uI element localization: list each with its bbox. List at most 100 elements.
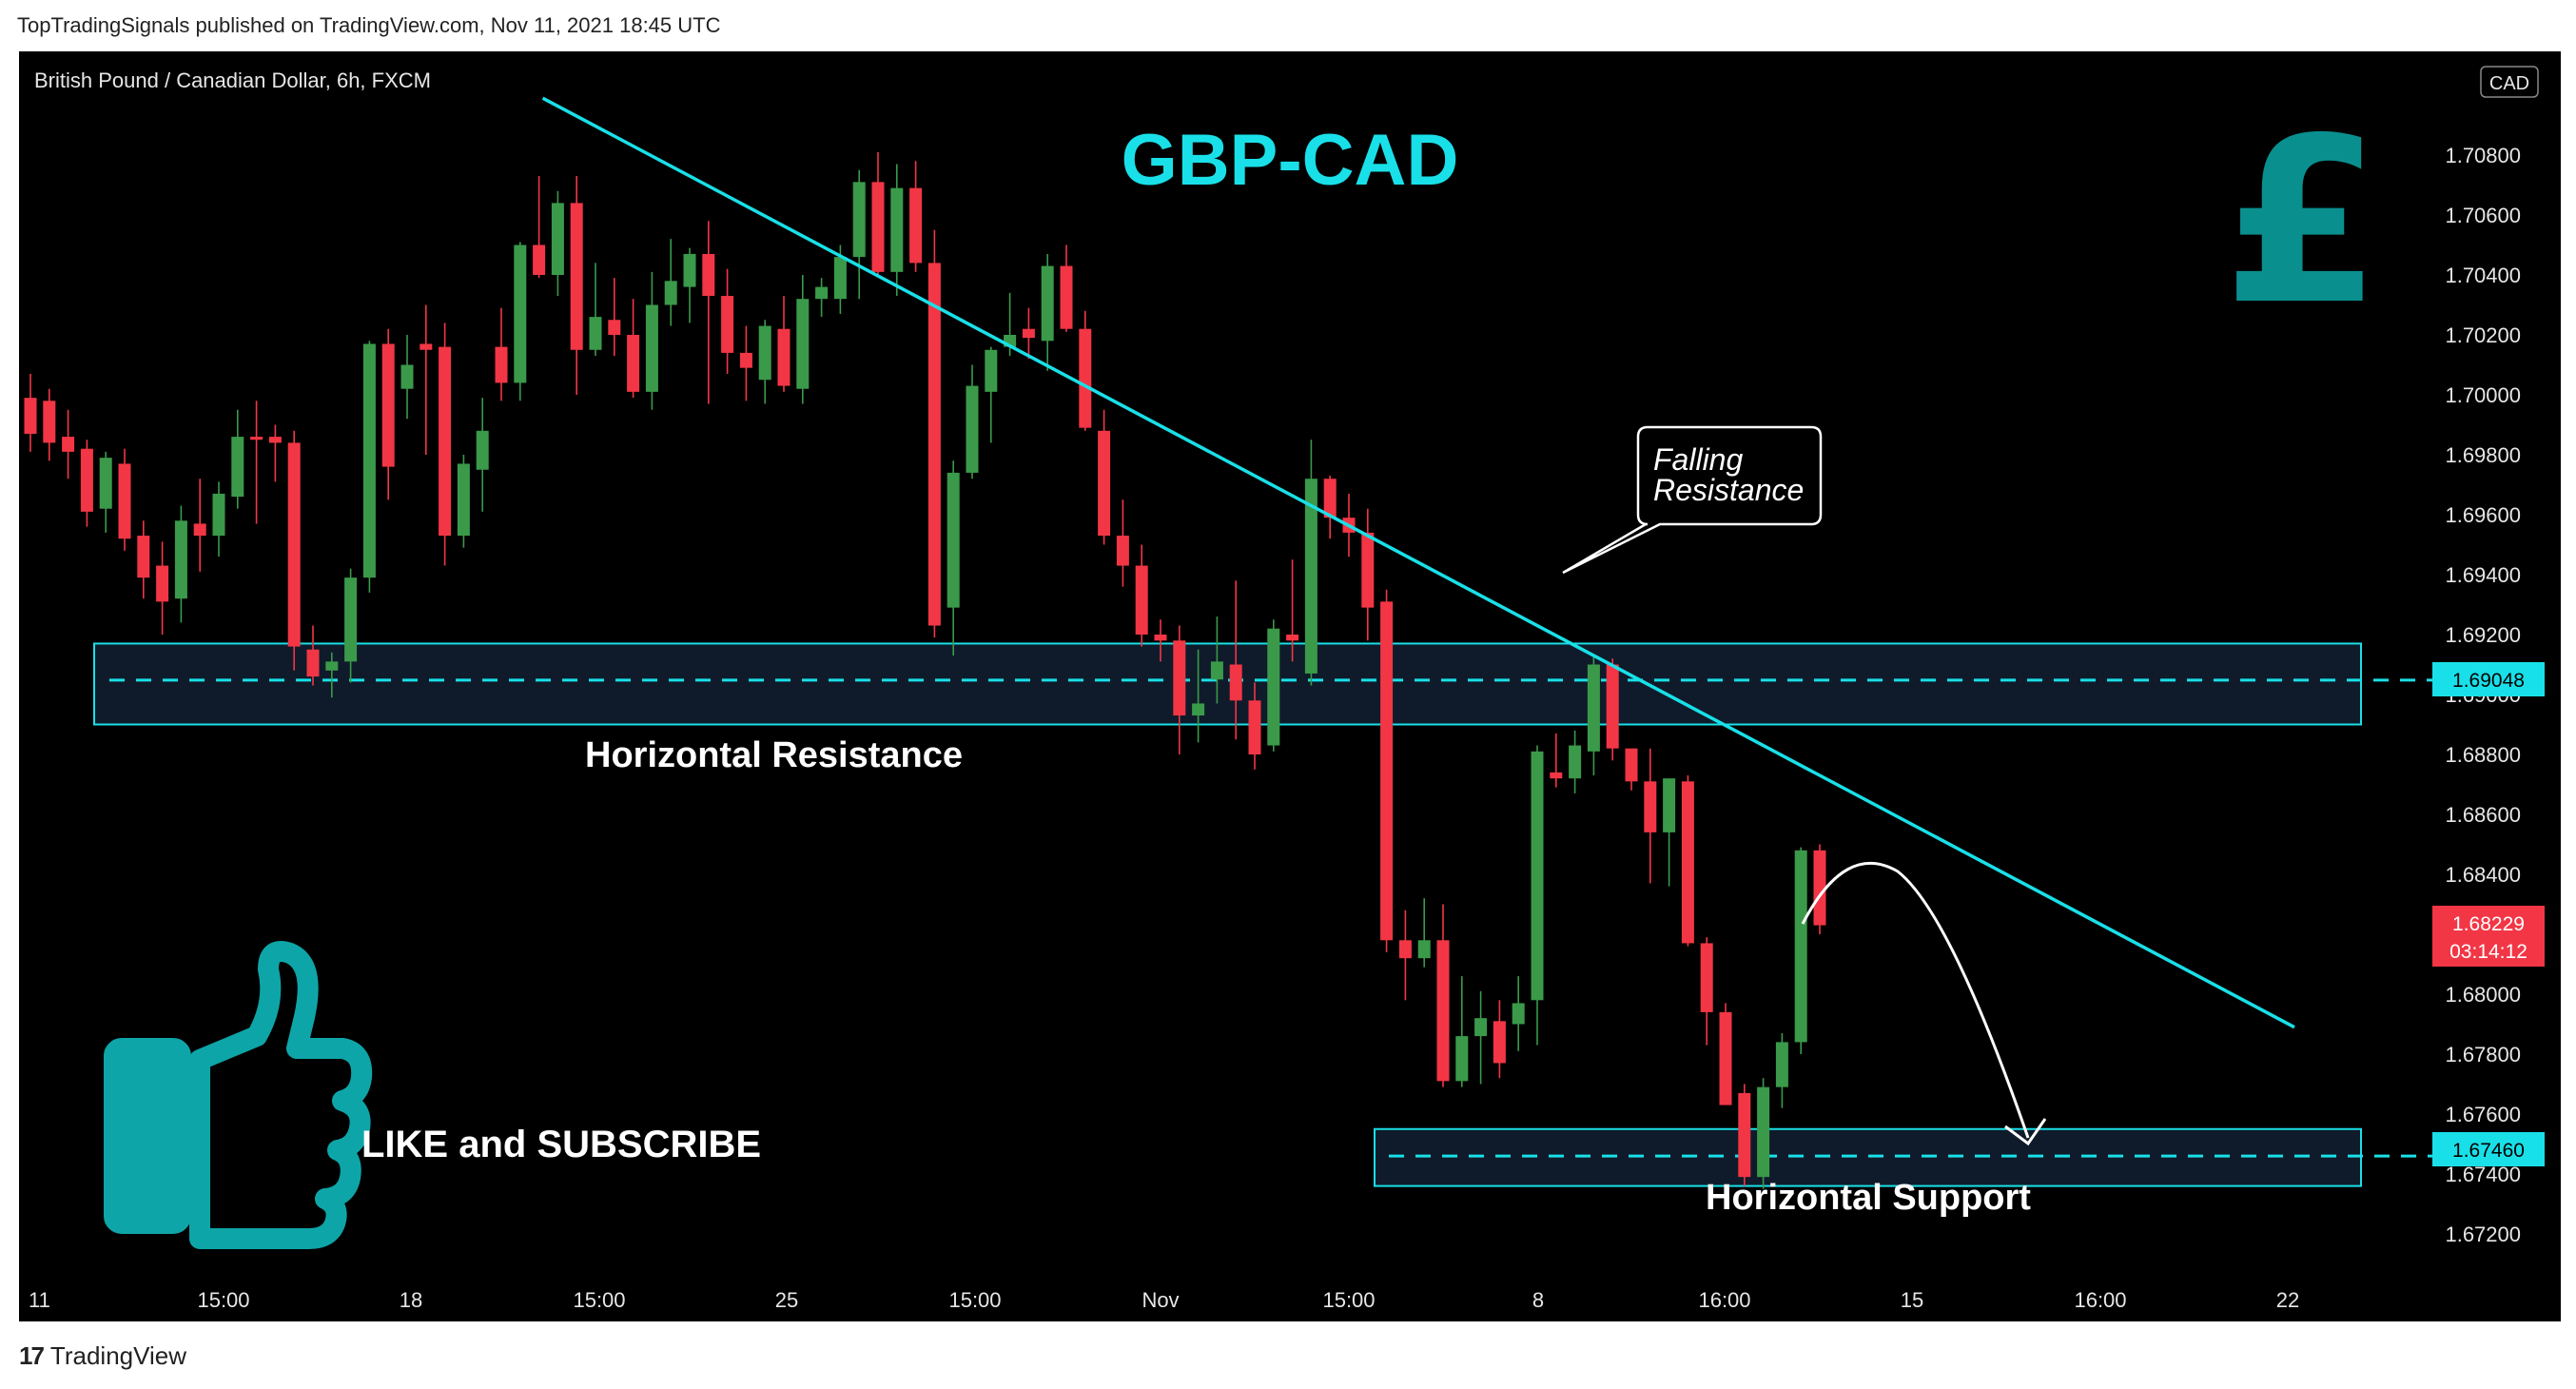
candle bbox=[645, 271, 658, 410]
support-price-tag: 1.67460 bbox=[2432, 1132, 2545, 1166]
candle bbox=[533, 176, 546, 279]
candle bbox=[306, 625, 320, 686]
candle bbox=[1154, 619, 1167, 662]
candle bbox=[815, 278, 829, 318]
candle bbox=[1644, 748, 1657, 884]
candle bbox=[1192, 649, 1205, 743]
horizontal-support-label: Horizontal Support bbox=[1706, 1178, 2031, 1218]
svg-text:£: £ bbox=[2223, 88, 2382, 355]
candle bbox=[627, 299, 640, 399]
candle bbox=[1606, 658, 1619, 761]
candle bbox=[514, 242, 527, 401]
price-tick: 1.68000 bbox=[2445, 983, 2521, 1007]
candle bbox=[495, 307, 508, 401]
candle bbox=[1436, 904, 1450, 1087]
svg-text:1.69048: 1.69048 bbox=[2452, 670, 2525, 692]
candle bbox=[1417, 898, 1431, 968]
tradingview-brand: TradingView bbox=[49, 1341, 186, 1370]
candle bbox=[871, 151, 885, 275]
svg-text:CAD: CAD bbox=[2489, 73, 2529, 94]
horizontal-resistance-label: Horizontal Resistance bbox=[585, 735, 963, 775]
falling-resistance-callout: Falling Resistance bbox=[1562, 425, 1823, 575]
candle bbox=[1719, 1003, 1732, 1105]
tradingview-logo-icon: 17 bbox=[19, 1341, 45, 1370]
candle bbox=[1474, 990, 1488, 1085]
candle bbox=[1361, 508, 1375, 641]
candle bbox=[1248, 682, 1261, 770]
candle bbox=[702, 221, 715, 404]
svg-text:03:14:12: 03:14:12 bbox=[2449, 941, 2527, 963]
chart-panel[interactable]: British Pound / Canadian Dollar, 6h, FXC… bbox=[19, 51, 2561, 1321]
price-tick: 1.69200 bbox=[2445, 623, 2521, 647]
publisher-line: TopTradingSignals published on TradingVi… bbox=[17, 13, 721, 37]
price-tick: 1.69800 bbox=[2445, 443, 2521, 467]
candle bbox=[589, 263, 602, 357]
candle bbox=[1663, 778, 1676, 887]
candle bbox=[664, 239, 677, 326]
candle bbox=[80, 440, 93, 527]
candle bbox=[1512, 976, 1525, 1051]
resistance-zone bbox=[93, 642, 2362, 726]
time-tick: 16:00 bbox=[1698, 1288, 1750, 1312]
candle bbox=[1098, 409, 1111, 545]
chart-title: GBP-CAD bbox=[1122, 120, 1459, 201]
candle bbox=[1398, 910, 1412, 1001]
candle bbox=[608, 278, 621, 357]
symbol-line: British Pound / Canadian Dollar, 6h, FXC… bbox=[34, 68, 431, 92]
svg-text:1.67460: 1.67460 bbox=[2452, 1140, 2525, 1162]
candle bbox=[1286, 559, 1299, 662]
price-tick: 1.67800 bbox=[2445, 1043, 2521, 1066]
candle bbox=[683, 247, 696, 323]
candle bbox=[193, 479, 206, 572]
price-tick: 1.68400 bbox=[2445, 863, 2521, 887]
price-tick: 1.67200 bbox=[2445, 1223, 2521, 1246]
candle bbox=[476, 398, 489, 512]
time-tick: 25 bbox=[775, 1288, 798, 1312]
candle bbox=[1323, 476, 1337, 539]
callout-line-1: Falling bbox=[1653, 442, 1743, 477]
falling-resistance-trendline bbox=[541, 96, 2295, 1029]
candle bbox=[1116, 499, 1129, 587]
time-axis[interactable]: 11 15:00 18 15:00 25 15:00 Nov 15:00 8 16:00 15 16:… bbox=[29, 1288, 2299, 1312]
time-tick: 8 bbox=[1532, 1288, 1544, 1312]
candle bbox=[1229, 580, 1242, 740]
candle bbox=[1267, 619, 1280, 752]
candle bbox=[890, 164, 904, 297]
candle bbox=[1550, 733, 1563, 788]
candle bbox=[137, 520, 150, 599]
tradingview-logo[interactable]: 17 TradingView bbox=[19, 1341, 186, 1371]
candle bbox=[268, 424, 282, 482]
candle bbox=[551, 190, 564, 297]
candlestick-chart[interactable]: British Pound / Canadian Dollar, 6h, FXC… bbox=[19, 51, 2561, 1321]
candle bbox=[1794, 847, 1807, 1054]
price-tick: 1.69400 bbox=[2445, 563, 2521, 587]
time-tick: 22 bbox=[2276, 1288, 2299, 1312]
currency-badge[interactable]: CAD bbox=[2480, 66, 2539, 98]
candle bbox=[118, 448, 131, 551]
candle bbox=[985, 346, 998, 443]
candle bbox=[1738, 1084, 1751, 1186]
candle bbox=[758, 320, 771, 404]
price-tick: 1.70400 bbox=[2445, 264, 2521, 287]
resistance-price-tag: 1.69048 bbox=[2432, 662, 2545, 696]
candle bbox=[43, 388, 56, 461]
price-tick: 1.70800 bbox=[2445, 144, 2521, 167]
candle bbox=[24, 373, 37, 452]
candle bbox=[156, 541, 169, 635]
candle bbox=[1775, 1032, 1788, 1108]
candle bbox=[99, 451, 112, 533]
price-tick: 1.70000 bbox=[2445, 383, 2521, 407]
candle bbox=[344, 568, 358, 683]
candle bbox=[62, 409, 75, 479]
time-tick: 18 bbox=[400, 1288, 422, 1312]
candle bbox=[1304, 440, 1317, 686]
candle bbox=[287, 430, 301, 671]
svg-text:1.68229: 1.68229 bbox=[2452, 913, 2525, 935]
candle bbox=[1569, 730, 1582, 793]
candle bbox=[1022, 307, 1035, 360]
price-tick: 1.67600 bbox=[2445, 1103, 2521, 1126]
price-tick: 1.70600 bbox=[2445, 204, 2521, 227]
candle bbox=[1700, 937, 1713, 1046]
candle bbox=[721, 268, 734, 374]
candle bbox=[325, 652, 339, 698]
